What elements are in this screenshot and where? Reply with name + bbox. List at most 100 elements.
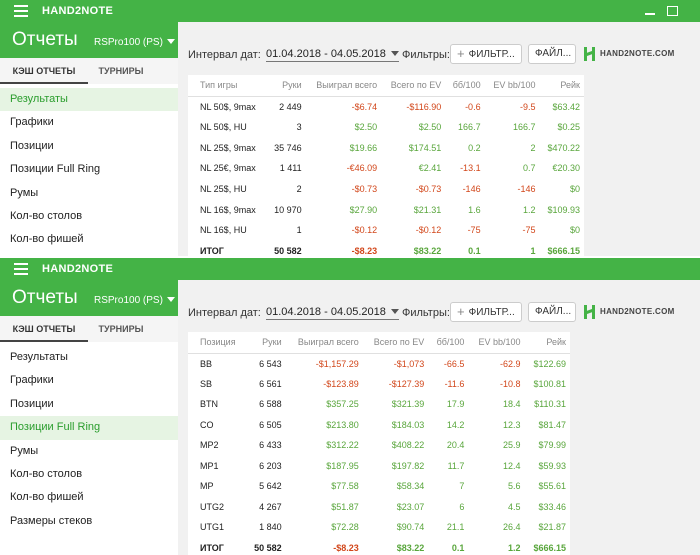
table-cell: -$1,073 (393, 358, 425, 369)
logo-text: HAND2NOTE.COM (600, 307, 675, 316)
table-row[interactable]: NL 25€, 9max 1 411 -€46.09 €2.41 -13.1 0.7 €20… (188, 158, 584, 179)
sidebar-item-table-count[interactable]: Кол-во столов (10, 467, 83, 480)
file-button[interactable]: ФАЙЛ... (528, 44, 576, 64)
profile-selector[interactable]: RSPro100 (PS) (94, 295, 175, 306)
sidebar-item-chip-count[interactable]: Кол-во фишей (10, 491, 84, 504)
table-cell: NL 50$, 9max (200, 101, 256, 112)
file-button[interactable]: ФАЙЛ... (528, 302, 576, 322)
table-row[interactable]: BTN 6 588 $357.25 $321.39 17.9 18.4 $110.31 (188, 394, 570, 415)
sidebar-item-results[interactable]: Результаты (0, 88, 178, 112)
table-row[interactable]: NL 50$, HU 3 $2.50 $2.50 166.7 166.7 $0.25 (188, 117, 584, 138)
column-header[interactable]: Тип игры (188, 75, 267, 97)
report-tabs: КЭШ ОТЧЕТЫ ТУРНИРЫ (0, 316, 178, 342)
table-cell: $213.80 (326, 419, 359, 430)
column-header[interactable]: Руки (245, 332, 286, 354)
sidebar-item-graphs[interactable]: Графики (10, 374, 54, 387)
table-body: NL 50$, 9max 2 449 -$6.74 -$116.90 -0.6 -9.5 $… (188, 96, 584, 256)
report-window-bottom: HAND2NOTE Отчеты RSPro100 (PS) КЭШ ОТЧЕТ… (0, 258, 700, 555)
table-cell: -75 (467, 225, 481, 236)
column-header[interactable]: Всего по EV (362, 332, 429, 354)
sidebar-item-positions[interactable]: Позиции (10, 397, 54, 410)
table-cell: $21.31 (413, 204, 442, 215)
table-cell: $58.34 (396, 481, 425, 492)
table-cell: $0.25 (557, 122, 580, 133)
sidebar-item-rooms[interactable]: Румы (10, 444, 39, 457)
table-total-row[interactable]: ИТОГ 50 582 -$8.23 $83.22 0.1 1.2 $666.15 (188, 538, 570, 555)
title-bar: HAND2NOTE (0, 258, 700, 280)
table-cell: $2.50 (354, 122, 378, 133)
table-row[interactable]: UTG2 4 267 $51.87 $23.07 6 4.5 $33.46 (188, 497, 570, 518)
filter-button[interactable]: + ФИЛЬТР... (450, 302, 522, 322)
table-header-row: Позиция Руки Выиграл всего Всего по EV б… (188, 332, 570, 354)
table-cell: $72.28 (331, 522, 359, 533)
tab-cash-reports[interactable]: КЭШ ОТЧЕТЫ (0, 58, 88, 84)
table-cell: $63.42 (552, 101, 580, 112)
column-header[interactable]: бб/100 (445, 75, 485, 97)
column-header[interactable]: бб/100 (428, 332, 469, 354)
table-row[interactable]: NL 25$, HU 2 -$0.73 -$0.73 -146 -146 $0 (188, 179, 584, 200)
table-row[interactable]: NL 50$, 9max 2 449 -$6.74 -$116.90 -0.6 -9.5 $… (188, 96, 584, 117)
table-cell: $197.82 (391, 460, 425, 471)
filter-button[interactable]: + ФИЛЬТР... (450, 44, 522, 64)
sidebar-item-positions-full-ring[interactable]: Позиции Full Ring (10, 163, 101, 176)
column-header[interactable]: EV bb/100 (484, 75, 540, 97)
table-cell: $19.66 (349, 142, 378, 153)
table-row[interactable]: CO 6 505 $213.80 $184.03 14.2 12.3 $81.47 (188, 415, 570, 436)
table-row[interactable]: NL 16$, HU 1 -$0.12 -$0.12 -75 -75 $0 (188, 220, 584, 241)
column-header[interactable]: EV bb/100 (468, 332, 525, 354)
table-row[interactable]: MP1 6 203 $187.95 $197.82 11.7 12.4 $59.93 (188, 456, 570, 477)
table-row[interactable]: SB 6 561 -$123.89 -$127.39 -11.6 -10.8 $100.81 (188, 374, 570, 395)
table-cell: -146 (517, 184, 536, 195)
table-cell: -€46.09 (346, 163, 378, 174)
table-row[interactable]: NL 25$, 9max 35 746 $19.66 $174.51 0.2 2 $470.… (188, 137, 584, 158)
profile-selector[interactable]: RSPro100 (PS) (94, 37, 175, 48)
table-cell: $184.03 (391, 419, 425, 430)
column-header[interactable]: Позиция (188, 332, 246, 354)
interval-label: Интервал дат: (188, 307, 261, 319)
table-row[interactable]: NL 16$, 9max 10 970 $27.90 $21.31 1.6 1.2 $109… (188, 199, 584, 220)
table-row[interactable]: MP2 6 433 $312.22 $408.22 20.4 25.9 $79.99 (188, 435, 570, 456)
column-header[interactable]: Выиграл всего (285, 332, 363, 354)
table-row[interactable]: UTG1 1 840 $72.28 $90.74 21.1 26.4 $21.87 (188, 517, 570, 538)
table-cell: 5 642 (259, 481, 282, 492)
maximize-icon[interactable] (664, 3, 680, 19)
menu-icon[interactable] (14, 5, 28, 17)
date-range-selector[interactable]: 01.04.2018 - 04.05.2018 (266, 48, 399, 62)
table-cell: 18.4 (502, 399, 521, 410)
sidebar-item-positions-full-ring[interactable]: Позиции Full Ring (0, 416, 178, 440)
column-header[interactable]: Руки (266, 75, 306, 97)
table-cell: BB (200, 358, 213, 369)
sidebar-item-rooms[interactable]: Румы (10, 186, 39, 199)
sidebar-item-table-count[interactable]: Кол-во столов (10, 209, 83, 222)
sidebar-item-chip-count[interactable]: Кол-во фишей (10, 233, 84, 246)
table-row[interactable]: MP 5 642 $77.58 $58.34 7 5.6 $55.61 (188, 476, 570, 497)
table-cell: 6 561 (259, 378, 282, 389)
sidebar-item-results[interactable]: Результаты (10, 351, 68, 363)
column-header[interactable]: Рейк (539, 75, 584, 97)
date-range-selector[interactable]: 01.04.2018 - 04.05.2018 (266, 306, 399, 320)
table-row[interactable]: BB 6 543 -$1,157.29 -$1,073 -66.5 -62.9 $122.6… (188, 353, 570, 374)
sidebar: Отчеты RSPro100 (PS) КЭШ ОТЧЕТЫ ТУРНИРЫ … (0, 22, 178, 256)
column-header[interactable]: Всего по EV (381, 75, 446, 97)
tab-tournaments[interactable]: ТУРНИРЫ (98, 324, 144, 334)
tab-tournaments[interactable]: ТУРНИРЫ (98, 66, 144, 76)
table-cell: NL 16$, HU (200, 225, 247, 236)
minimize-icon[interactable] (642, 3, 658, 19)
results-table: Тип игры Руки Выиграл всего Всего по EV … (188, 75, 584, 256)
table-cell: 2 (530, 142, 536, 153)
table-cell: 6 433 (259, 440, 282, 451)
table-cell: 6 588 (259, 399, 282, 410)
table-cell: 1.2 (522, 204, 536, 215)
tab-cash-reports[interactable]: КЭШ ОТЧЕТЫ (0, 316, 88, 342)
table-total-row[interactable]: ИТОГ 50 582 -$8.23 $83.22 0.1 1 $666.15 (188, 241, 584, 256)
column-header[interactable]: Рейк (524, 332, 570, 354)
sidebar-item-positions[interactable]: Позиции (10, 139, 54, 152)
table-cell: 12.4 (502, 460, 521, 471)
table-body: BB 6 543 -$1,157.29 -$1,073 -66.5 -62.9 $122.6… (188, 353, 570, 555)
menu-icon[interactable] (14, 263, 28, 275)
sidebar-item-stack-sizes[interactable]: Размеры стеков (10, 514, 93, 527)
date-range-value: 01.04.2018 - 04.05.2018 (266, 306, 386, 318)
title-bar: HAND2NOTE (0, 0, 700, 22)
sidebar-item-graphs[interactable]: Графики (10, 116, 54, 129)
column-header[interactable]: Выиграл всего (305, 75, 382, 97)
